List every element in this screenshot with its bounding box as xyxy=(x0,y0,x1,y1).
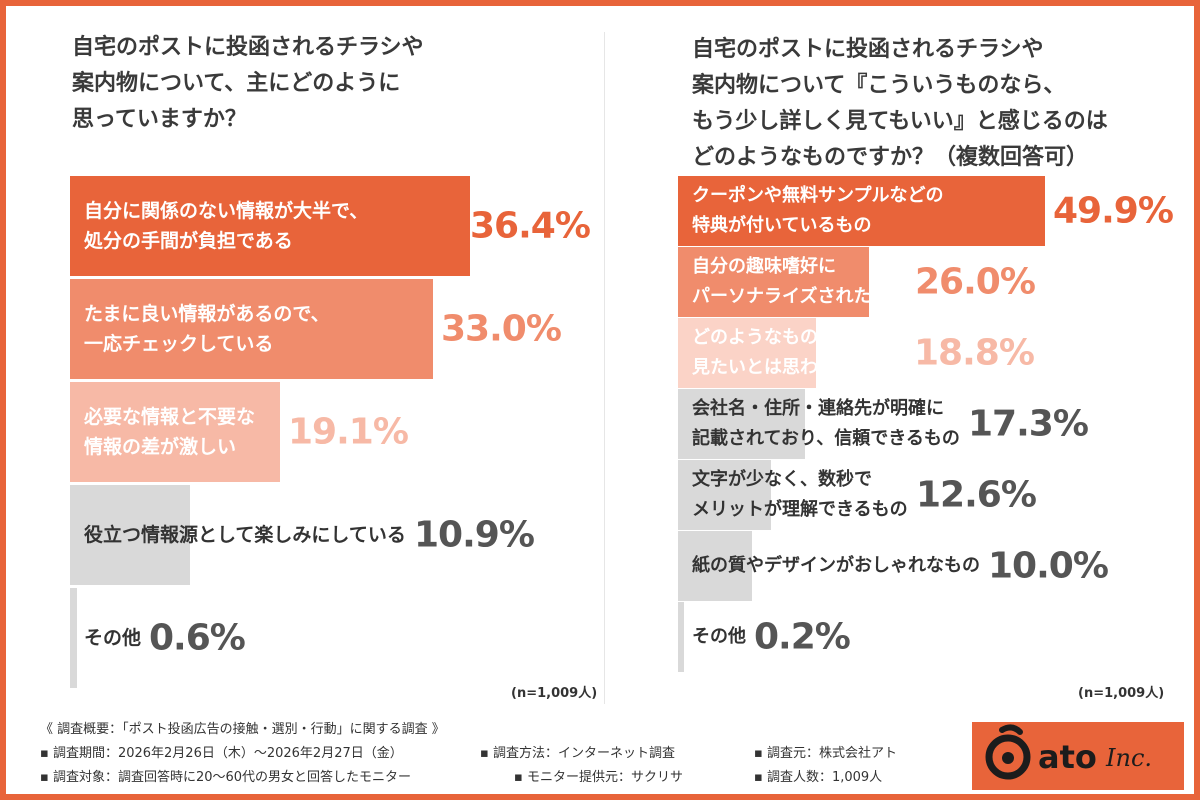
bar-value-label: 0.6% xyxy=(149,617,246,659)
bar-label: 自分の趣味嗜好に パーソナライズされた内容 xyxy=(692,256,908,307)
bar-value-label: 19.1% xyxy=(288,411,409,453)
bar xyxy=(70,485,190,585)
bar xyxy=(678,176,1045,246)
bar-label: クーポンや無料サンプルなどの 特典が付いているもの xyxy=(692,185,944,236)
logo-wordmark: ato xyxy=(1038,738,1097,776)
bar xyxy=(678,389,806,459)
survey-heading: 《 調査概要：「ポスト投函広告の接触・選別・行動」に関する調査 》 xyxy=(40,722,445,737)
bar xyxy=(678,602,684,672)
logo-suffix: Inc. xyxy=(1105,744,1152,772)
sample-size-note-left: (n=1,009人) xyxy=(511,686,598,701)
bar-label: 自分に関係のない情報が大半で、 処分の手間が負担である xyxy=(84,200,369,252)
survey-period: ▪ 調査期間：2026年2月26日（木）～2026年2月27日（金） xyxy=(40,746,403,761)
bar xyxy=(678,318,817,388)
bar xyxy=(678,460,771,530)
bar-row: その他 0.2% xyxy=(678,602,1198,672)
bar-row: その他 0.6% xyxy=(70,588,590,688)
bar-label: 会社名・住所・連絡先が明確に 記載されており、信頼できるもの xyxy=(692,398,960,449)
bar-value-label: 18.8% xyxy=(914,332,1035,374)
bar-label: 役立つ情報源として楽しみにしている xyxy=(84,524,406,546)
bar-value-label: 0.2% xyxy=(754,616,851,658)
bar xyxy=(678,531,752,601)
monitor-provider: ▪ モニター提供元：サクリサ xyxy=(514,770,683,785)
bar-row: 役立つ情報源として楽しみにしている 10.9% xyxy=(70,485,590,585)
chart-title-left: 自宅のポストに投函されるチラシや 案内物について、主にどのように 思っていますか… xyxy=(72,35,424,132)
bar-row: 文字が少なく、数秒で メリットが理解できるもの 12.6% xyxy=(678,460,1198,530)
bar-label: その他 xyxy=(84,627,142,649)
bar-row: たまに良い情報があるので、 一応チェックしている 33.0% xyxy=(70,279,590,379)
bar xyxy=(70,588,77,688)
bar-value-label: 10.0% xyxy=(988,545,1109,587)
bar-row: クーポンや無料サンプルなどの 特典が付いているもの 49.9% xyxy=(678,176,1198,246)
bar-value-label: 10.9% xyxy=(414,514,535,556)
bar-row: 紙の質やデザインがおしゃれなもの 10.0% xyxy=(678,531,1198,601)
bar-label: たまに良い情報があるので、 一応チェックしている xyxy=(84,303,330,355)
bar-value-label: 36.4% xyxy=(470,205,591,247)
bar-value-label: 12.6% xyxy=(916,474,1037,516)
bar-label: その他 xyxy=(692,626,746,647)
bar-label: 紙の質やデザインがおしゃれなもの xyxy=(692,555,980,576)
bar-value-label: 17.3% xyxy=(968,403,1089,445)
bar-value-label: 33.0% xyxy=(441,308,562,350)
bar-label: 文字が少なく、数秒で メリットが理解できるもの xyxy=(692,469,908,520)
bar-row: どのようなものであっても 見たいとは思わない 18.8% xyxy=(678,318,1198,388)
survey-source: ▪ 調査元：株式会社アト xyxy=(754,746,897,761)
survey-count: ▪ 調査人数：1,009人 xyxy=(754,770,883,785)
bar-row: 自分の趣味嗜好に パーソナライズされた内容 26.0% xyxy=(678,247,1198,317)
bar-row: 会社名・住所・連絡先が明確に 記載されており、信頼できるもの 17.3% xyxy=(678,389,1198,459)
survey-method: ▪ 調査方法：インターネット調査 xyxy=(480,746,675,761)
panel-divider xyxy=(604,32,605,704)
sample-size-note-right: (n=1,009人) xyxy=(1078,686,1165,701)
survey-target: ▪ 調査対象：調査回答時に20〜60代の男女と回答したモニター xyxy=(40,770,412,785)
bar-value-label: 49.9% xyxy=(1053,190,1174,232)
bar xyxy=(70,176,471,276)
bar-value-label: 26.0% xyxy=(915,261,1036,303)
bar-row: 必要な情報と不要な 情報の差が激しい 19.1% xyxy=(70,382,590,482)
company-logo: ato Inc. xyxy=(972,722,1184,790)
bar-label: 必要な情報と不要な 情報の差が激しい xyxy=(84,406,256,458)
bar xyxy=(70,382,281,482)
ato-logo-mark: ato Inc. xyxy=(985,724,1152,780)
bar-label: どのようなものであっても 見たいとは思わない xyxy=(692,327,907,378)
bar-row: 自分に関係のない情報が大半で、 処分の手間が負担である 36.4% xyxy=(70,176,591,276)
chart-title-right: 自宅のポストに投函されるチラシや 案内物について『こういうものなら、 もう少し詳… xyxy=(692,37,1108,170)
bar xyxy=(678,247,870,317)
bar xyxy=(70,279,433,379)
